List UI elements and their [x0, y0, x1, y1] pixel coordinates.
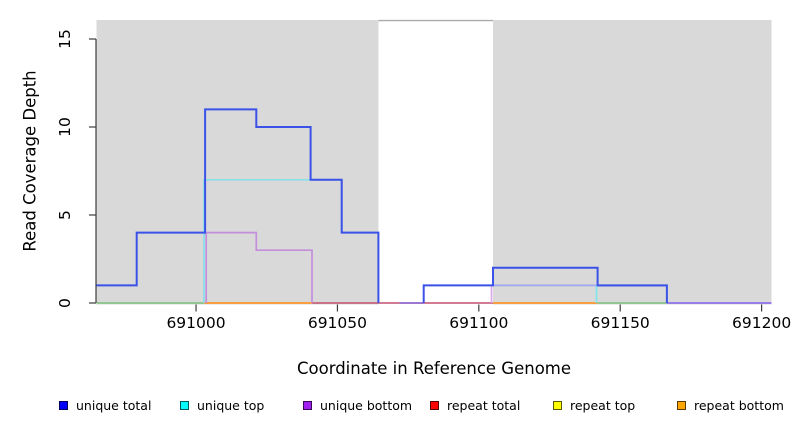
x-tick-label: 691100: [449, 314, 509, 332]
y-tick-label: 5: [56, 210, 74, 220]
series-segment-unique-bottom-steps: [205, 231, 313, 303]
x-tick-label: 691000: [166, 314, 226, 332]
shaded-region-shaded-left: [96, 20, 379, 305]
series-segment-unique-total-left: [96, 108, 380, 303]
y-tick-label: 10: [56, 117, 74, 137]
x-tick-label: 691050: [307, 314, 368, 332]
x-axis-title: Coordinate in Reference Genome: [296, 359, 572, 378]
shaded-region-shaded-right: [492, 20, 772, 305]
y-tick-label: 0: [56, 298, 74, 308]
x-tick-label: 691200: [732, 314, 792, 332]
y-axis-title: Read Coverage Depth: [20, 70, 40, 252]
series-segment-unique-total-right: [422, 266, 668, 303]
x-tick-label: 691150: [590, 314, 650, 332]
y-tick-label: 15: [56, 29, 74, 49]
